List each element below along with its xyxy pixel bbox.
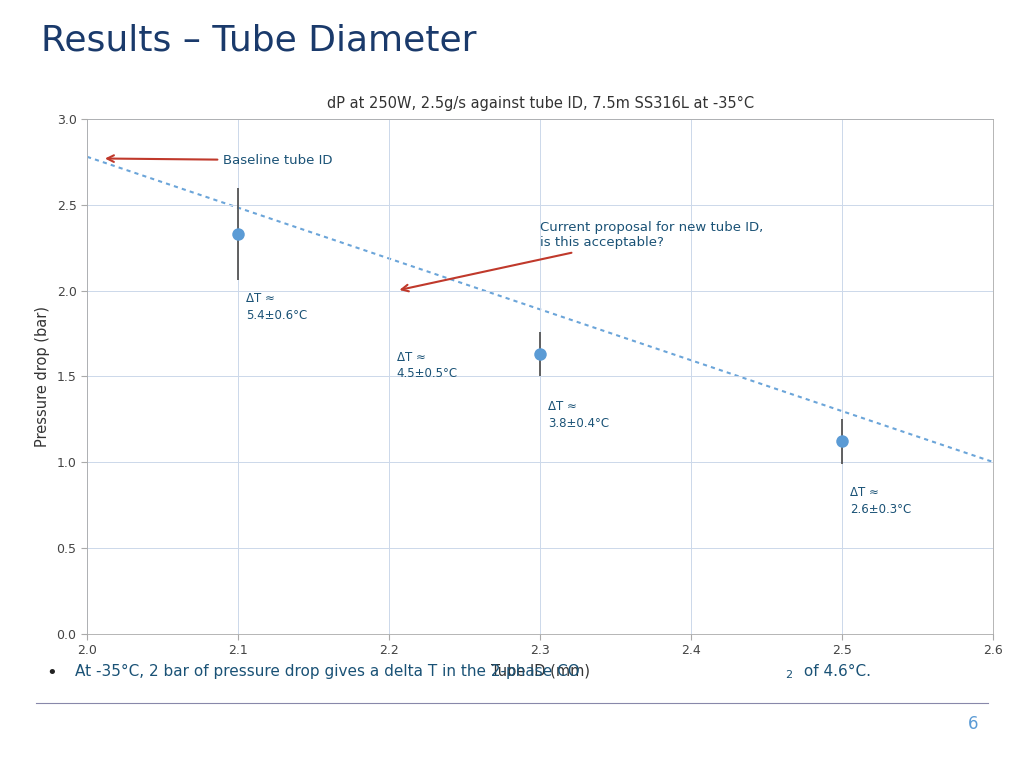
Title: dP at 250W, 2.5g/s against tube ID, 7.5m SS316L at -35°C: dP at 250W, 2.5g/s against tube ID, 7.5m…: [327, 96, 754, 111]
Text: ΔT ≈
2.6±0.3°C: ΔT ≈ 2.6±0.3°C: [850, 486, 911, 515]
Text: of 4.6°C.: of 4.6°C.: [799, 664, 870, 680]
Text: Current proposal for new tube ID,
is this acceptable?: Current proposal for new tube ID, is thi…: [401, 221, 764, 291]
X-axis label: Tube ID (mm): Tube ID (mm): [490, 664, 590, 679]
Text: At -35°C, 2 bar of pressure drop gives a delta T in the 2-phase CO: At -35°C, 2 bar of pressure drop gives a…: [75, 664, 580, 680]
Text: •: •: [46, 664, 56, 682]
Text: ΔT ≈
5.4±0.6°C: ΔT ≈ 5.4±0.6°C: [246, 293, 307, 322]
Text: 6: 6: [968, 716, 978, 733]
Text: Baseline tube ID: Baseline tube ID: [108, 154, 333, 167]
Y-axis label: Pressure drop (bar): Pressure drop (bar): [35, 306, 50, 447]
Text: ΔT ≈
3.8±0.4°C: ΔT ≈ 3.8±0.4°C: [548, 400, 609, 430]
Text: ΔT ≈
4.5±0.5°C: ΔT ≈ 4.5±0.5°C: [396, 351, 458, 380]
Text: 2: 2: [785, 670, 793, 680]
Text: Results – Tube Diameter: Results – Tube Diameter: [41, 23, 476, 57]
